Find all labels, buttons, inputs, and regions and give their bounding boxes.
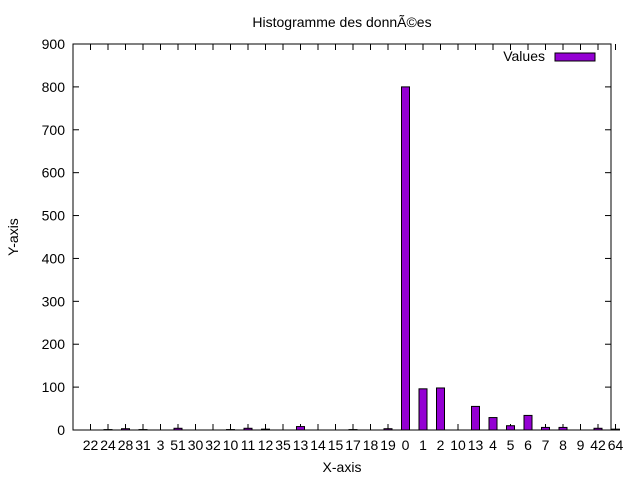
x-tick-label: 19 xyxy=(380,437,396,453)
x-tick-label: 35 xyxy=(275,437,291,453)
x-tick-label: 31 xyxy=(135,437,151,453)
x-tick-label: 3 xyxy=(157,437,165,453)
x-tick-label: 28 xyxy=(118,437,134,453)
y-axis: 0 100 200 300 400 500 600 700 800 900 xyxy=(42,36,611,438)
x-tick-label: 51 xyxy=(170,437,186,453)
x-tick-label: 14 xyxy=(310,437,326,453)
x-tick-label: 22 xyxy=(83,437,99,453)
x-tick-label: 6 xyxy=(524,437,532,453)
legend-label: Values xyxy=(503,48,545,64)
x-axis: 22 24 28 31 3 51 30 32 10 11 12 35 13 14 15 17 18 19 0 1 2 10… xyxy=(83,44,624,453)
x-tick-label: 0 xyxy=(402,437,410,453)
x-tick-label: 4 xyxy=(489,437,497,453)
y-tick-label: 800 xyxy=(42,79,66,95)
x-tick-label: 10 xyxy=(450,437,466,453)
x-tick-label: 10 xyxy=(223,437,239,453)
x-tick-label: 7 xyxy=(542,437,550,453)
bar xyxy=(488,417,498,431)
y-tick-label: 700 xyxy=(42,122,66,138)
y-tick-label: 200 xyxy=(42,336,66,352)
x-tick-label: 42 xyxy=(590,437,606,453)
bar xyxy=(418,388,428,431)
chart-title: Histogramme des donnÃ©es xyxy=(252,14,431,30)
bars xyxy=(103,86,620,431)
legend: Values xyxy=(503,48,596,64)
plot-frame xyxy=(72,43,612,431)
y-tick-label: 400 xyxy=(42,250,66,266)
x-tick-label: 24 xyxy=(100,437,116,453)
x-tick-label: 30 xyxy=(188,437,204,453)
x-tick-label: 11 xyxy=(241,437,256,453)
x-tick-label: 5 xyxy=(507,437,515,453)
x-axis-label: X-axis xyxy=(323,459,362,475)
y-tick-label: 900 xyxy=(42,36,66,52)
bar xyxy=(523,414,533,431)
y-tick-label: 600 xyxy=(42,165,66,181)
y-tick-label: 300 xyxy=(42,293,66,309)
x-tick-label: 32 xyxy=(205,437,221,453)
y-tick-label: 100 xyxy=(42,379,66,395)
x-tick-label: 15 xyxy=(328,437,344,453)
x-tick-label: 13 xyxy=(293,437,309,453)
bar xyxy=(506,425,515,431)
bar xyxy=(611,428,620,431)
x-tick-label: 64 xyxy=(608,437,624,453)
y-tick-label: 500 xyxy=(42,208,66,224)
bar xyxy=(296,426,305,431)
bar xyxy=(401,86,410,431)
y-axis-label: Y-axis xyxy=(5,218,21,256)
x-tick-label: 13 xyxy=(468,437,484,453)
x-tick-label: 2 xyxy=(437,437,445,453)
x-tick-label: 1 xyxy=(419,437,427,453)
x-tick-label: 18 xyxy=(363,437,379,453)
x-tick-label: 9 xyxy=(577,437,585,453)
x-tick-label: 17 xyxy=(345,437,361,453)
x-tick-label: 8 xyxy=(559,437,567,453)
legend-swatch xyxy=(554,52,596,62)
y-tick-label: 0 xyxy=(57,422,65,438)
bar xyxy=(436,387,445,431)
bar xyxy=(471,405,480,431)
x-tick-label: 12 xyxy=(258,437,274,453)
